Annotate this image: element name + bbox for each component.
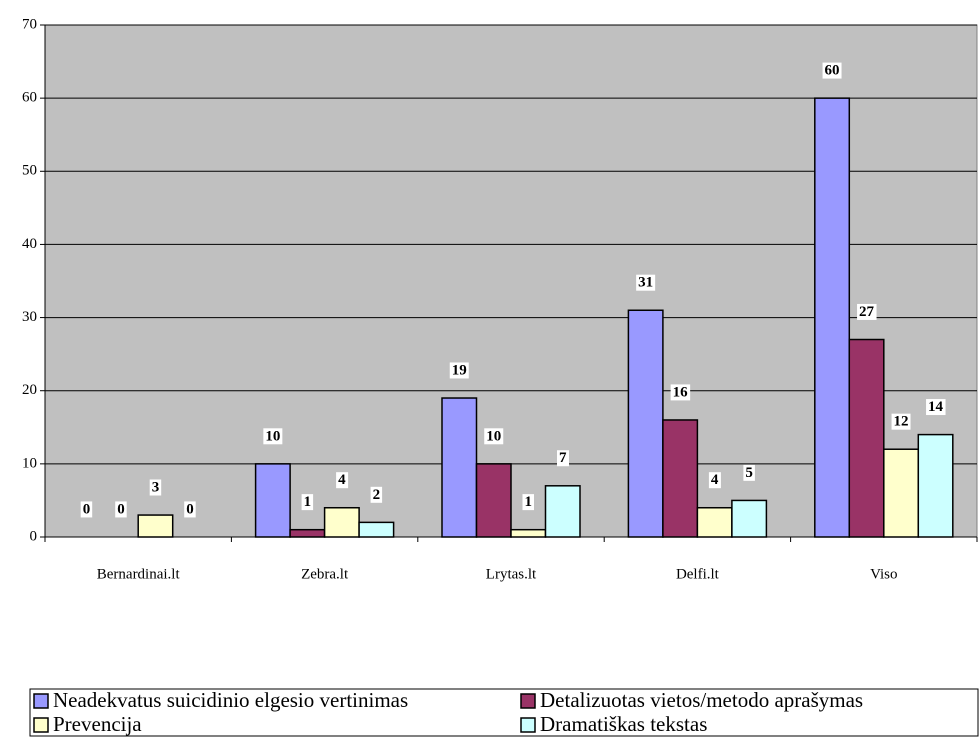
x-tick-label: Viso — [870, 566, 897, 582]
value-label: 19 — [452, 362, 467, 378]
y-tick-label: 70 — [22, 16, 37, 32]
legend-label: Dramatiškas tekstas — [540, 712, 707, 736]
value-label-bg — [708, 472, 721, 489]
value-label: 1 — [304, 494, 312, 510]
bar — [510, 528, 547, 538]
y-tick-label: 30 — [22, 309, 37, 325]
legend-label: Detalizuotas vietos/metodo aprašymas — [540, 688, 863, 712]
value-label-bg — [336, 472, 349, 489]
y-tick-label: 50 — [22, 163, 37, 179]
bar — [475, 463, 512, 538]
value-label-bg — [449, 362, 469, 379]
value-label-bg — [891, 413, 911, 430]
x-tick-label: Zebra.lt — [301, 566, 349, 582]
y-tick-label: 60 — [22, 90, 37, 106]
value-label-bg — [370, 486, 383, 503]
value-label: 31 — [638, 275, 653, 291]
y-tick-label: 20 — [22, 382, 37, 398]
value-label-bg — [301, 494, 314, 511]
y-tick-label: 10 — [22, 455, 37, 471]
value-label-bg — [115, 501, 127, 518]
value-label-bg — [822, 62, 842, 79]
value-label: 10 — [265, 428, 280, 444]
value-label: 0 — [83, 501, 91, 517]
bar — [814, 97, 851, 538]
bar — [917, 433, 954, 538]
value-label: 7 — [559, 450, 567, 466]
value-label: 10 — [486, 428, 501, 444]
bar — [441, 397, 478, 538]
value-label-bg — [149, 479, 162, 496]
value-label: 0 — [117, 501, 125, 517]
value-label: 27 — [859, 304, 875, 320]
value-label: 4 — [711, 472, 719, 488]
value-label-bg — [857, 303, 877, 320]
value-label: 3 — [152, 479, 160, 495]
bar — [137, 514, 174, 538]
bar — [848, 338, 885, 538]
value-label-bg — [80, 501, 93, 518]
value-label-bg — [184, 501, 196, 518]
value-label-bg — [926, 399, 946, 416]
value-label: 5 — [745, 465, 753, 481]
legend-swatch — [520, 717, 536, 733]
legend-swatch — [520, 693, 536, 709]
value-label: 12 — [894, 414, 909, 430]
bar — [731, 499, 768, 538]
bar — [627, 309, 664, 538]
x-tick-label: Lrytas.lt — [486, 566, 537, 582]
y-tick-label: 0 — [30, 528, 38, 544]
value-label-bg — [636, 274, 656, 291]
value-label-bg — [670, 384, 691, 401]
legend — [29, 688, 979, 737]
value-label-bg — [522, 494, 534, 511]
legend-swatch — [33, 717, 49, 733]
legend-label: Prevencija — [53, 712, 142, 736]
legend-label: Neadekvatus suicidinio elgesio vertinima… — [53, 688, 408, 712]
y-tick-label: 40 — [22, 236, 37, 252]
bar — [544, 485, 581, 538]
value-label-bg — [557, 450, 569, 467]
value-label: 60 — [825, 63, 840, 79]
value-label: 0 — [186, 501, 194, 517]
value-label-bg — [484, 428, 504, 445]
bar — [358, 521, 395, 538]
bar — [323, 506, 360, 538]
value-label: 16 — [673, 384, 689, 400]
x-tick-label: Delfi.lt — [676, 566, 720, 582]
x-tick-label: Bernardinai.lt — [97, 566, 181, 582]
bar — [883, 448, 920, 538]
bar — [254, 463, 291, 538]
value-label: 4 — [338, 472, 346, 488]
value-label: 1 — [525, 494, 533, 510]
bar — [289, 528, 326, 538]
value-label-bg — [263, 428, 283, 445]
value-label: 14 — [928, 399, 944, 415]
value-label-bg — [743, 464, 755, 481]
bar — [696, 506, 733, 538]
value-label: 2 — [373, 487, 381, 503]
bar — [662, 419, 699, 538]
legend-swatch — [33, 693, 49, 709]
